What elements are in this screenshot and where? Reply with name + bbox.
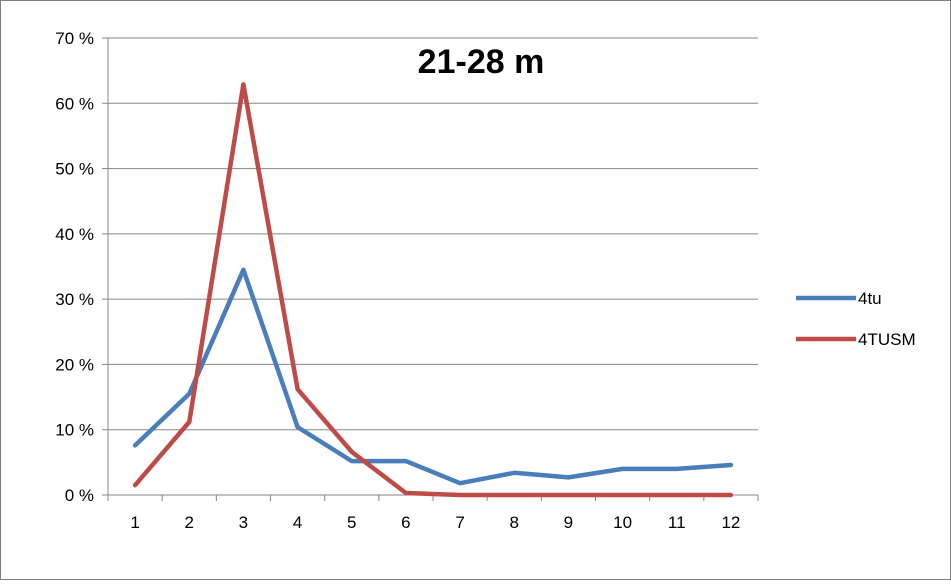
legend-label: 4tu (858, 289, 882, 308)
x-tick-label: 9 (564, 513, 573, 532)
x-tick-labels: 1 2 3 4 5 6 7 8 9 10 11 12 (130, 513, 740, 532)
x-tick-label: 10 (613, 513, 632, 532)
x-tick-label: 11 (668, 513, 686, 532)
x-tick-label: 12 (721, 513, 740, 532)
x-tick-label: 3 (239, 513, 248, 532)
series-lines (132, 82, 734, 498)
y-tick-labels: 0 % 10 % 20 % 30 % 40 % 50 % 60 % 70 % (55, 29, 94, 505)
legend: 4tu 4TUSM (796, 289, 916, 349)
x-tick-label: 4 (293, 513, 302, 532)
y-tick-label: 20 % (55, 355, 94, 374)
y-tick-label: 30 % (55, 290, 94, 309)
series-line-4tu (132, 267, 734, 486)
x-tick-label: 7 (455, 513, 464, 532)
y-tick-label: 50 % (55, 160, 94, 179)
y-tick-label: 0 % (65, 486, 94, 505)
x-tick-label: 5 (347, 513, 356, 532)
y-tick-label: 40 % (55, 225, 94, 244)
y-tick-label: 70 % (55, 29, 94, 48)
gridlines (108, 37, 758, 431)
axes (102, 37, 759, 501)
series-line-4tusm (132, 82, 734, 498)
x-tick-label: 8 (510, 513, 519, 532)
chart-title: 21-28 m (418, 43, 545, 81)
y-tick-label: 60 % (55, 94, 94, 113)
x-tick-label: 6 (401, 513, 410, 532)
y-tick-label: 10 % (55, 421, 94, 440)
legend-label: 4TUSM (858, 330, 916, 349)
x-tick-label: 1 (130, 513, 139, 532)
x-tick-label: 2 (185, 513, 194, 532)
